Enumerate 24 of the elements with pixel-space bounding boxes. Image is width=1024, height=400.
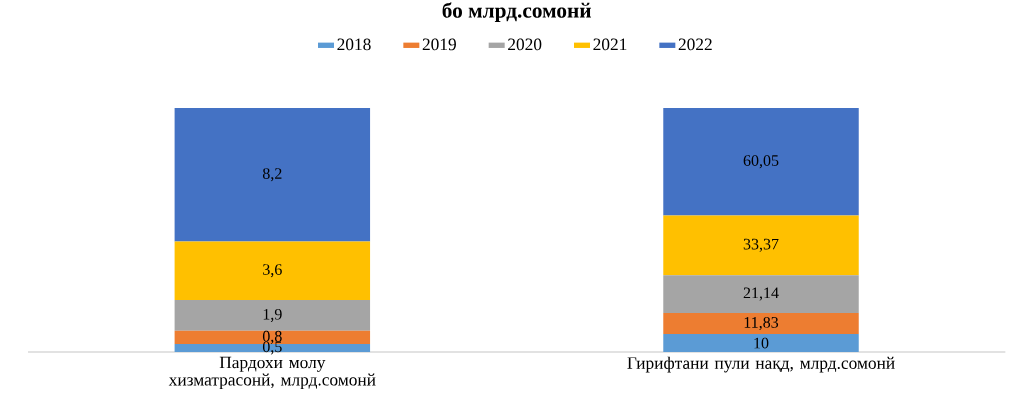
annotation: 10 [754,337,769,349]
bar [174,108,371,242]
bar [663,108,859,216]
bar [174,299,371,331]
x-tick-label: Гирифтани пули нақд, млрд.сомонй [627,356,895,373]
annotation: 33,37 [743,238,779,252]
annotation: 11,83 [744,316,779,331]
bar [174,241,371,300]
bar [663,275,859,313]
x-tick-label: Пардохи молу хизматрасонй, млрд.сомонй [168,356,376,390]
bar [663,215,859,276]
bar [663,334,859,352]
annotation: 3,6 [263,264,282,278]
legend-label: 2021 [593,38,627,51]
annotation: 60,05 [743,155,779,169]
legend-label: 2020 [508,38,542,51]
annotation: 21,14 [743,287,779,301]
annotation: 1,9 [263,308,282,322]
legend-label: 2018 [337,38,371,51]
annotation: 8,2 [262,168,282,182]
legend-label: 2022 [678,38,712,51]
legend-label: 2019 [422,38,456,51]
chart-title: бо млрд.сомонй [442,2,592,23]
bar [663,312,859,335]
